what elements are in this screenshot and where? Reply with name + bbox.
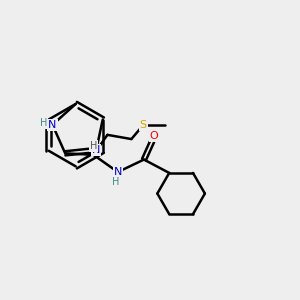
Text: N: N [48, 120, 57, 130]
Text: H: H [40, 118, 47, 128]
Text: N: N [114, 167, 122, 177]
Text: O: O [149, 131, 158, 141]
Text: H: H [112, 177, 119, 187]
Text: H: H [90, 141, 98, 151]
Text: N: N [92, 145, 100, 155]
Text: S: S [140, 120, 147, 130]
